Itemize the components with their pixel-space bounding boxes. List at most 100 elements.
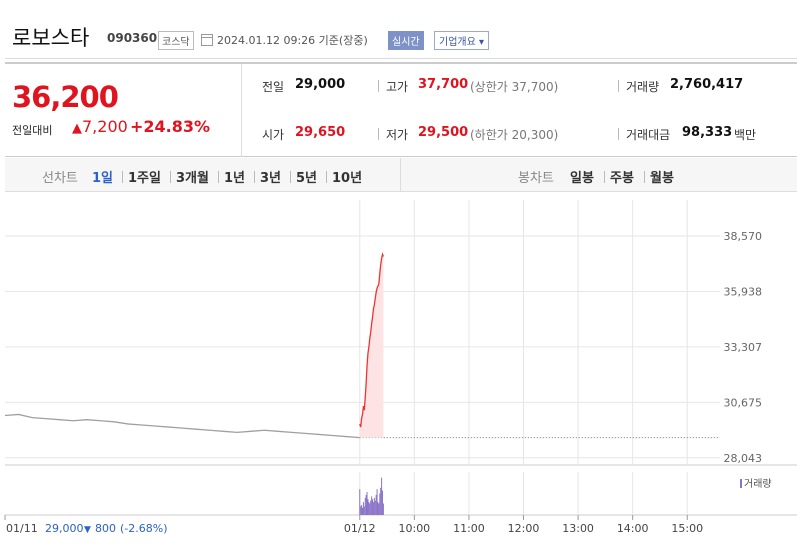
prev-change: 800 bbox=[95, 522, 116, 535]
separator bbox=[378, 80, 379, 92]
volume-bar bbox=[368, 502, 370, 515]
x-tick-label: 10:00 bbox=[398, 522, 430, 535]
separator bbox=[170, 171, 171, 183]
price-cell bbox=[5, 64, 242, 157]
volume-bar bbox=[367, 499, 369, 515]
down-arrow: ▼ bbox=[84, 525, 91, 535]
y-tick-label: 35,938 bbox=[724, 285, 763, 298]
price-line bbox=[359, 252, 385, 428]
tab-group-label: 선차트 bbox=[42, 171, 78, 186]
change: ▲7,200 bbox=[72, 117, 128, 136]
chart: 28,043 30,675 33,307 35,938 38,570 01/11 01/12… bbox=[4, 200, 797, 535]
volume-bar bbox=[382, 490, 384, 515]
volume-bar bbox=[359, 489, 361, 515]
candle-tab[interactable]: 일봉 bbox=[570, 171, 594, 186]
period-tab[interactable]: 3개월 bbox=[176, 171, 209, 186]
prev-change-percent: (-2.68%) bbox=[120, 522, 168, 535]
overview-label: 기업개요 bbox=[439, 37, 476, 48]
separator bbox=[254, 171, 255, 183]
stat-note: (상한가 37,700) bbox=[470, 80, 559, 94]
stat-value: 29,000 bbox=[295, 77, 346, 92]
period-tab[interactable]: 1주일 bbox=[128, 171, 161, 186]
volume-bar bbox=[365, 494, 367, 515]
volume-bar bbox=[364, 497, 366, 515]
change-value: 7,200 bbox=[82, 117, 128, 136]
candle-tab[interactable]: 주봉 bbox=[610, 171, 634, 186]
current-price: 36,200 bbox=[12, 80, 119, 114]
stat-label: 저가 bbox=[386, 128, 409, 142]
period-tab[interactable]: 5년 bbox=[296, 171, 318, 186]
x-tick-label: 14:00 bbox=[617, 522, 649, 535]
separator bbox=[644, 171, 645, 183]
quote-box bbox=[5, 62, 797, 157]
legend-label: 거래량 bbox=[744, 478, 772, 490]
stat-label: 고가 bbox=[386, 80, 409, 94]
y-tick-label: 28,043 bbox=[724, 452, 763, 465]
x-tick-label: 11:00 bbox=[453, 522, 485, 535]
stock-name: 로보스타 bbox=[12, 26, 90, 50]
stat-note: (하한가 20,300) bbox=[470, 128, 559, 142]
stat-label: 거래량 bbox=[626, 80, 660, 94]
x-tick-label: 01/12 bbox=[344, 522, 376, 535]
volume-bar bbox=[360, 506, 362, 515]
volume-bar bbox=[366, 492, 368, 515]
candle-tab[interactable]: 월봉 bbox=[650, 171, 674, 186]
separator bbox=[326, 171, 327, 183]
volume-bar bbox=[361, 504, 363, 515]
market-badge: 코스닥 bbox=[158, 31, 194, 50]
volume-bar bbox=[373, 497, 375, 515]
overview-button[interactable]: 기업개요 ▾ bbox=[434, 31, 490, 50]
volume-bar bbox=[369, 503, 371, 515]
change-label: 전일대비 bbox=[12, 124, 53, 137]
volume-bar bbox=[380, 487, 382, 515]
volume-bar bbox=[362, 507, 363, 515]
realtime-button[interactable]: 실시간 bbox=[388, 31, 424, 50]
up-arrow: ▲ bbox=[72, 121, 82, 136]
volume-bar bbox=[376, 489, 378, 515]
period-tab[interactable]: 10년 bbox=[332, 171, 363, 186]
volume-bar bbox=[371, 499, 373, 515]
stat-label: 거래대금 bbox=[626, 128, 671, 142]
price-line bbox=[4, 413, 360, 439]
separator bbox=[604, 171, 605, 183]
separator bbox=[378, 128, 379, 140]
tab-group-label: 봉차트 bbox=[518, 171, 554, 186]
y-tick-label: 38,570 bbox=[724, 230, 763, 243]
volume-bar bbox=[374, 500, 376, 515]
calendar-icon bbox=[201, 34, 213, 46]
separator bbox=[290, 171, 291, 183]
volume-bar bbox=[371, 496, 373, 515]
stat-unit: 백만 bbox=[734, 128, 757, 142]
separator bbox=[618, 128, 619, 140]
period-tab[interactable]: 3년 bbox=[260, 171, 282, 186]
volume-bar bbox=[381, 477, 383, 515]
volume-bar bbox=[375, 494, 377, 515]
separator bbox=[218, 171, 219, 183]
x-tick-label: 15:00 bbox=[671, 522, 703, 535]
separator bbox=[618, 80, 619, 92]
x-tick-label: 12:00 bbox=[508, 522, 540, 535]
timestamp: 2024.01.12 09:26 기준(장중) bbox=[217, 34, 368, 47]
x-tick-label: 01/11 bbox=[6, 522, 38, 535]
stat-label: 전일 bbox=[262, 80, 285, 94]
separator bbox=[122, 171, 123, 183]
separator bbox=[400, 158, 401, 192]
volume-bar bbox=[370, 500, 372, 515]
volume-bar bbox=[382, 503, 384, 515]
stat-label: 시가 bbox=[262, 128, 285, 142]
volume-bar bbox=[372, 502, 374, 515]
stat-value: 29,500 bbox=[418, 125, 469, 140]
y-tick-label: 30,675 bbox=[724, 396, 763, 409]
stat-value: 37,700 bbox=[418, 77, 469, 92]
legend-swatch bbox=[740, 479, 742, 488]
stat-value: 2,760,417 bbox=[670, 77, 744, 92]
volume-bar bbox=[379, 493, 381, 515]
tab-bar bbox=[5, 158, 797, 192]
period-tab[interactable]: 1일 bbox=[92, 171, 114, 186]
divider bbox=[5, 58, 797, 59]
stat-value: 29,650 bbox=[295, 125, 346, 140]
period-tab[interactable]: 1년 bbox=[224, 171, 246, 186]
change-percent: +24.83% bbox=[130, 117, 211, 136]
